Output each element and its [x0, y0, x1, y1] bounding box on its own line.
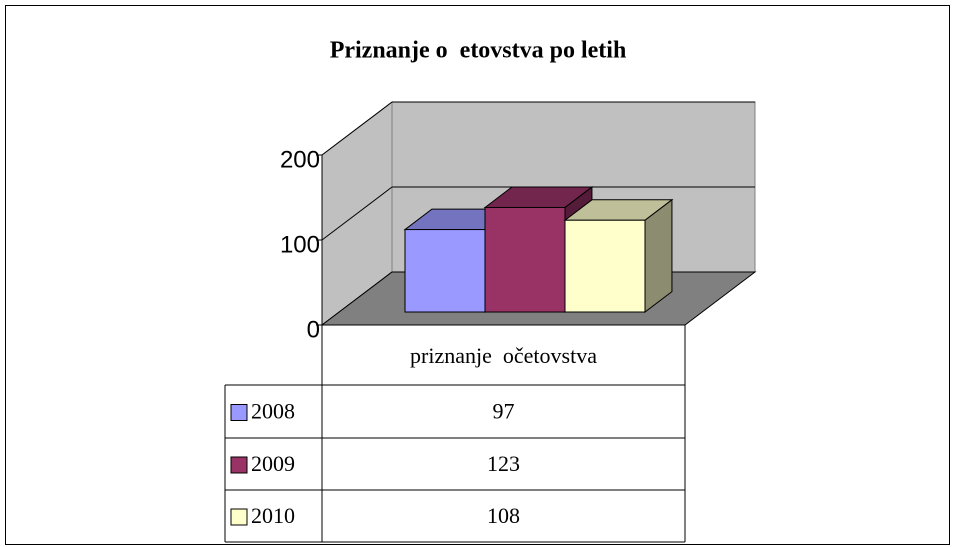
legend-key — [230, 456, 248, 474]
legend-label: 2008 — [251, 399, 295, 424]
legend-label: 2010 — [251, 503, 295, 528]
legend-key — [230, 404, 248, 421]
grid-line — [321, 101, 393, 156]
grid-line — [321, 186, 393, 241]
y-tick-label: 100 — [280, 231, 320, 258]
table-value: 97 — [493, 399, 515, 424]
table-header: priznanje očetovstva — [410, 343, 597, 368]
bar — [404, 229, 486, 313]
table-value: 123 — [487, 451, 520, 476]
legend-key — [230, 508, 248, 526]
bar — [484, 206, 566, 313]
table-value: 108 — [487, 503, 520, 528]
y-tick-label: 0 — [307, 316, 320, 343]
bar — [564, 219, 646, 313]
y-tick-label: 200 — [280, 146, 320, 173]
chart-title: Priznanje o etovstva po letih — [330, 38, 627, 64]
legend-label: 2009 — [251, 451, 295, 476]
bar-side — [644, 198, 673, 314]
